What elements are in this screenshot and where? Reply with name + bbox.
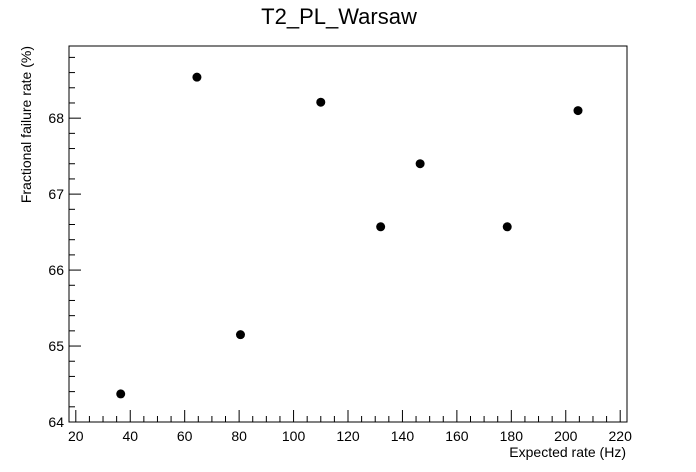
x-tick-label: 140 xyxy=(391,428,415,444)
y-tick-label: 64 xyxy=(48,414,64,430)
y-axis-label: Fractional failure rate (%) xyxy=(18,46,34,203)
y-tick-label: 66 xyxy=(48,262,64,278)
data-point xyxy=(235,330,245,340)
data-point xyxy=(502,222,512,232)
x-tick-label: 120 xyxy=(336,428,360,444)
y-tick-label: 67 xyxy=(48,186,64,202)
data-point xyxy=(192,72,202,82)
axis-ticks xyxy=(69,56,621,423)
y-tick-label: 68 xyxy=(48,110,64,126)
x-tick-label: 40 xyxy=(122,428,138,444)
x-tick-label: 220 xyxy=(609,428,633,444)
y-tick-label: 65 xyxy=(48,338,64,354)
x-tick-label: 100 xyxy=(282,428,306,444)
x-tick-label: 200 xyxy=(554,428,578,444)
x-tick-label: 20 xyxy=(68,428,84,444)
data-point xyxy=(415,159,425,169)
x-tick-label: 80 xyxy=(231,428,247,444)
tick-labels: 20 40 60 80 100 120 140 160 180 200 220 64 65 66 67 68 xyxy=(48,110,632,444)
data-point xyxy=(116,389,126,399)
data-points xyxy=(116,72,583,399)
x-axis-label: Expected rate (Hz) xyxy=(509,444,626,460)
data-point xyxy=(573,106,583,116)
x-tick-label: 60 xyxy=(177,428,193,444)
plot-frame xyxy=(68,45,628,423)
data-point xyxy=(376,222,386,232)
data-point xyxy=(316,97,326,107)
x-tick-label: 160 xyxy=(445,428,469,444)
chart-title: T2_PL_Warsaw xyxy=(261,4,417,29)
x-tick-label: 180 xyxy=(500,428,524,444)
